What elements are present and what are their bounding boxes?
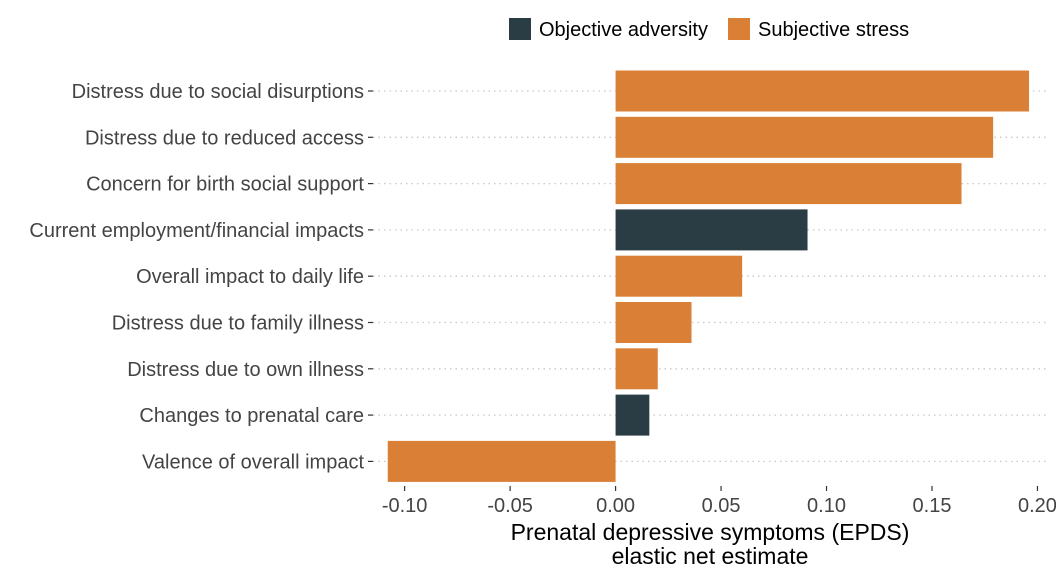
legend-label: Subjective stress: [758, 19, 909, 41]
x-axis-title-line-1: Prenatal depressive symptoms (EPDS): [511, 519, 910, 545]
x-tick-label: 0.20: [1018, 495, 1056, 517]
x-axis-title-line-2: elastic net estimate: [612, 543, 809, 569]
x-tick-label: 0.10: [807, 495, 846, 517]
legend-swatch: [728, 18, 750, 40]
bar: [615, 116, 994, 158]
legend-label: Objective adversity: [539, 19, 708, 41]
x-axis: -0.10 -0.05 0.00 0.05 0.10 0.15 0.20: [382, 486, 1056, 517]
bar: [615, 70, 1030, 112]
category-label: Distress due to social disurptions: [72, 81, 364, 103]
category-label: Distress due to family illness: [112, 313, 364, 335]
category-label: Distress due to reduced access: [85, 127, 364, 149]
bar: [387, 440, 616, 482]
legend: Objective adversity Subjective stress: [509, 18, 909, 41]
category-label: Changes to prenatal care: [139, 405, 364, 427]
x-tick-label: 0.05: [702, 495, 741, 517]
legend-swatch: [509, 18, 531, 40]
x-tick-label: -0.05: [487, 495, 533, 517]
category-label: Current employment/financial impacts: [29, 220, 364, 242]
category-label: Valence of overall impact: [142, 451, 364, 473]
category-label: Distress due to own illness: [127, 359, 364, 381]
bar: [615, 255, 743, 297]
category-labels: Distress due to social disurptions Distre…: [29, 81, 364, 473]
x-tick-label: 0.15: [913, 495, 952, 517]
bar: [615, 348, 658, 390]
bar: [615, 394, 650, 436]
bars: [387, 70, 1030, 482]
bar: [615, 209, 808, 251]
x-tick-label: 0.00: [596, 495, 635, 517]
category-label: Concern for birth social support: [86, 174, 364, 196]
x-tick-label: -0.10: [382, 495, 428, 517]
category-label: Overall impact to daily life: [136, 266, 364, 288]
bar: [615, 163, 962, 205]
bar: [615, 302, 692, 343]
